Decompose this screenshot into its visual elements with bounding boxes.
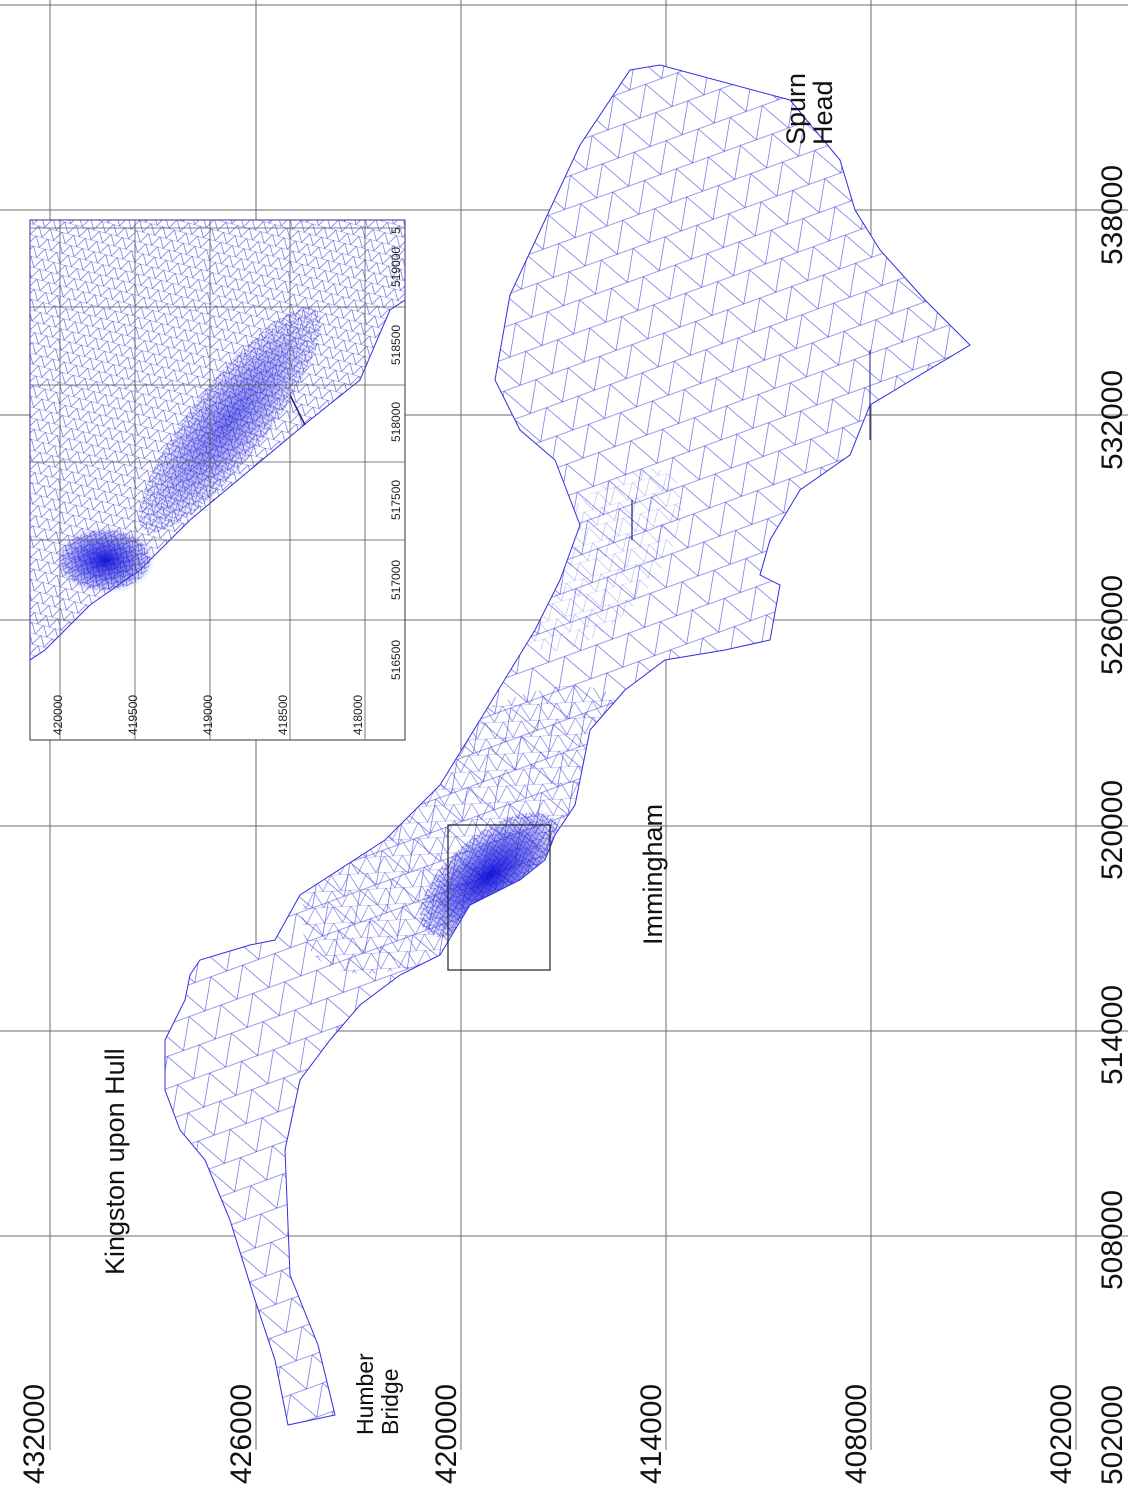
inset-northing-419000: 419000 <box>201 695 215 735</box>
inset-easting-517000: 517000 <box>389 560 403 600</box>
northing-408000: 408000 <box>840 1384 873 1484</box>
inset-easting-labels: 516500 517000 517500 518000 518500 51900… <box>389 227 403 680</box>
easting-526000: 526000 <box>1096 575 1128 675</box>
inset-northing-418500: 418500 <box>276 695 290 735</box>
label-spurn-head-line2: Head <box>808 80 838 145</box>
inset-easting-518000: 518000 <box>389 402 403 442</box>
inset-easting-517500: 517500 <box>389 480 403 520</box>
inset-easting-518500: 518500 <box>389 325 403 365</box>
easting-520000: 520000 <box>1096 780 1128 880</box>
label-humber-bridge-line1: Humber <box>352 1353 378 1435</box>
easting-538000: 538000 <box>1096 165 1128 265</box>
inset-northing-419500: 419500 <box>126 695 140 735</box>
easting-514000: 514000 <box>1096 985 1128 1085</box>
inset-panel <box>29 219 406 741</box>
northing-axis-labels: 432000 426000 420000 414000 408000 40200… <box>18 1384 1078 1484</box>
easting-502000: 502000 <box>1096 1385 1128 1485</box>
inset-northing-418000: 418000 <box>351 695 365 735</box>
northing-426000: 426000 <box>225 1384 258 1484</box>
label-kingston-upon-hull: Kingston upon Hull <box>100 1048 130 1275</box>
easting-532000: 532000 <box>1096 370 1128 470</box>
northing-420000: 420000 <box>430 1384 463 1484</box>
estuary-mesh <box>164 64 971 1426</box>
easting-axis-labels: 502000 508000 514000 520000 526000 53200… <box>1096 165 1128 1485</box>
inset-northing-labels: 420000 419500 419000 418500 418000 <box>51 695 365 735</box>
northing-414000: 414000 <box>635 1384 668 1484</box>
label-humber-bridge-line2: Bridge <box>377 1369 403 1435</box>
label-spurn-head-line1: Spurn <box>781 73 811 145</box>
northing-432000: 432000 <box>18 1384 51 1484</box>
inset-northing-420000: 420000 <box>51 695 65 735</box>
place-labels: Kingston upon Hull Humber Bridge Immingh… <box>100 73 838 1435</box>
inset-easting-516500: 516500 <box>389 640 403 680</box>
inset-easting-5: 5 <box>389 227 403 234</box>
label-immingham: Immingham <box>638 804 668 945</box>
northing-402000: 402000 <box>1045 1384 1078 1484</box>
easting-508000: 508000 <box>1096 1190 1128 1290</box>
inset-easting-519000: 519000 <box>389 247 403 287</box>
inset-extent-box <box>447 824 551 971</box>
